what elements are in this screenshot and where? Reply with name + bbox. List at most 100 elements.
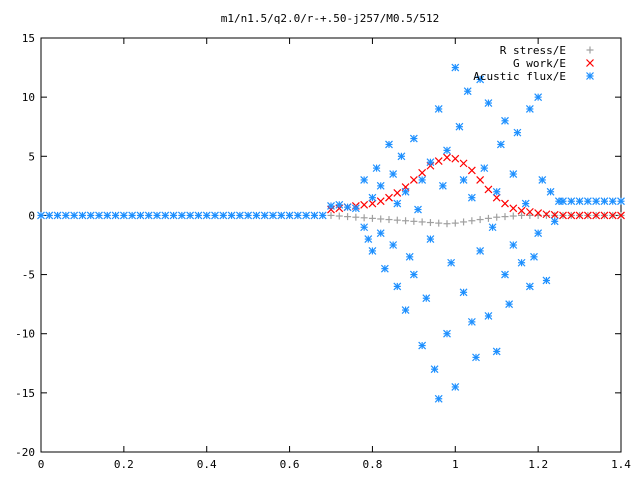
data-point bbox=[86, 211, 95, 220]
data-point bbox=[451, 219, 459, 227]
data-point bbox=[617, 211, 625, 220]
data-point bbox=[418, 168, 427, 177]
data-point bbox=[484, 312, 493, 320]
x-tick-label: 0.4 bbox=[197, 458, 217, 471]
data-point bbox=[592, 197, 601, 206]
data-point bbox=[525, 282, 534, 291]
data-point bbox=[592, 211, 601, 220]
data-point bbox=[277, 211, 286, 220]
data-point bbox=[608, 211, 617, 220]
data-point bbox=[443, 329, 451, 338]
data-point bbox=[360, 176, 369, 184]
data-point bbox=[443, 146, 451, 155]
legend-marker bbox=[586, 46, 594, 54]
y-tick-label: 10 bbox=[22, 91, 35, 104]
data-point bbox=[136, 211, 145, 220]
data-point bbox=[496, 140, 505, 149]
data-point bbox=[476, 176, 485, 184]
x-tick-label: 0.2 bbox=[114, 458, 134, 471]
data-point bbox=[608, 197, 617, 206]
data-point bbox=[600, 197, 609, 206]
plot-frame bbox=[40, 37, 622, 453]
y-tick-label: 15 bbox=[22, 32, 35, 45]
data-point bbox=[310, 211, 319, 220]
y-tick-label: -10 bbox=[15, 328, 35, 341]
data-point bbox=[492, 347, 501, 356]
data-point bbox=[525, 207, 534, 216]
data-point bbox=[493, 213, 501, 221]
data-point bbox=[521, 199, 530, 208]
data-point bbox=[492, 187, 501, 196]
data-point bbox=[397, 152, 406, 161]
data-point bbox=[393, 216, 401, 224]
data-point bbox=[550, 210, 559, 219]
data-point bbox=[194, 211, 203, 220]
data-point bbox=[368, 214, 376, 222]
data-point bbox=[451, 383, 460, 391]
data-point bbox=[476, 75, 485, 84]
data-point bbox=[380, 264, 389, 273]
data-point bbox=[538, 176, 547, 184]
data-point bbox=[389, 241, 398, 249]
data-point bbox=[119, 211, 128, 220]
data-point bbox=[335, 212, 343, 220]
data-point bbox=[389, 170, 398, 178]
data-point bbox=[144, 211, 153, 220]
data-point bbox=[364, 235, 373, 244]
data-point bbox=[418, 341, 427, 350]
data-point bbox=[509, 170, 518, 178]
data-point bbox=[488, 223, 497, 232]
data-point bbox=[376, 181, 385, 190]
data-point bbox=[583, 211, 592, 220]
data-point bbox=[360, 214, 368, 222]
data-point bbox=[70, 211, 79, 220]
data-point bbox=[360, 223, 369, 232]
data-point bbox=[426, 235, 435, 244]
y-tick-label: -20 bbox=[15, 446, 35, 459]
data-point bbox=[351, 204, 360, 213]
data-point bbox=[219, 211, 228, 220]
data-point bbox=[409, 134, 418, 143]
x-tick-label: 0.6 bbox=[280, 458, 300, 471]
data-point bbox=[509, 241, 518, 249]
data-point bbox=[526, 211, 534, 219]
data-point bbox=[393, 199, 402, 208]
data-point bbox=[202, 211, 211, 220]
data-point bbox=[368, 193, 377, 202]
data-point bbox=[559, 197, 567, 206]
data-point bbox=[534, 93, 543, 102]
series-2 bbox=[37, 63, 625, 403]
data-point bbox=[376, 229, 385, 238]
data-point bbox=[434, 394, 443, 403]
data-point bbox=[517, 206, 526, 215]
data-point bbox=[426, 219, 434, 227]
data-point bbox=[600, 211, 609, 220]
legend-label: Acustic flux/E bbox=[473, 70, 566, 83]
data-point bbox=[542, 276, 551, 285]
data-point bbox=[480, 164, 489, 173]
chart-title: m1/n1.5/q2.0/r-+.50-j257/M0.5/512 bbox=[221, 12, 440, 25]
data-point bbox=[530, 252, 538, 261]
data-point bbox=[575, 197, 584, 206]
data-point bbox=[567, 211, 576, 220]
data-point bbox=[45, 211, 54, 220]
data-point bbox=[302, 211, 311, 220]
series-1 bbox=[327, 153, 625, 220]
data-point bbox=[542, 211, 550, 219]
data-point bbox=[583, 197, 592, 206]
data-point bbox=[385, 193, 393, 202]
data-point bbox=[393, 189, 402, 197]
data-point bbox=[434, 157, 443, 165]
data-point bbox=[385, 216, 393, 224]
data-point bbox=[509, 212, 517, 220]
legend-marker bbox=[586, 72, 594, 80]
data-point bbox=[430, 365, 439, 374]
data-point bbox=[53, 211, 62, 220]
data-point bbox=[492, 193, 501, 202]
data-point bbox=[418, 218, 426, 226]
data-point bbox=[426, 158, 435, 167]
data-point bbox=[293, 211, 302, 220]
data-point bbox=[447, 258, 456, 267]
data-point bbox=[244, 211, 253, 220]
